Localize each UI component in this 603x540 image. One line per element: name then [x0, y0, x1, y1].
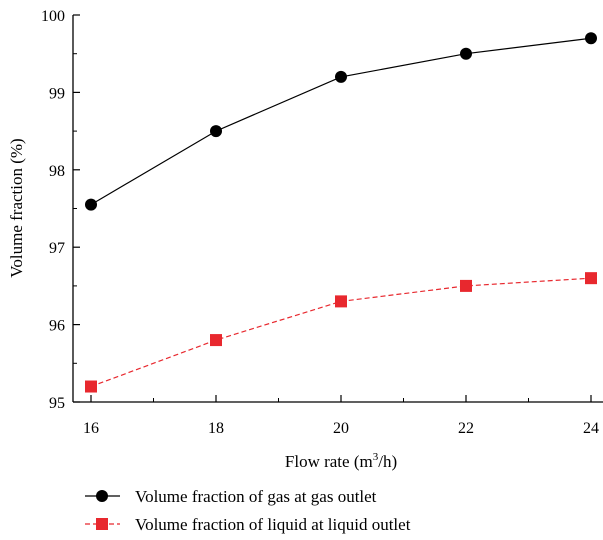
legend-item-gas: Volume fraction of gas at gas outlet: [85, 487, 377, 506]
x-tick-label: 20: [333, 420, 349, 437]
data-point-1: [460, 279, 472, 292]
data-point-0: [210, 125, 222, 138]
y-ticks: 95 96 97 98 99 100: [41, 8, 80, 412]
legend-item-liquid: Volume fraction of liquid at liquid outl…: [85, 515, 411, 534]
x-tick-label: 22: [458, 420, 474, 437]
y-tick-label: 95: [49, 395, 65, 412]
data-point-0: [460, 47, 472, 60]
y-axis-label: Volume fraction (%): [7, 138, 26, 277]
data-point-0: [85, 198, 97, 211]
data-point-0: [335, 70, 347, 83]
x-tick-label: 18: [208, 420, 224, 437]
legend-marker-gas: [96, 490, 108, 502]
legend-label-gas: Volume fraction of gas at gas outlet: [135, 487, 377, 506]
y-tick-label: 97: [49, 240, 65, 257]
legend: Volume fraction of gas at gas outlet Vol…: [85, 487, 411, 534]
data-point-1: [335, 295, 347, 308]
x-axis-label-tail: /h): [378, 452, 397, 471]
y-tick-label: 98: [49, 163, 65, 180]
x-axis-label-superscript: 3: [373, 451, 379, 463]
legend-marker-liquid: [96, 518, 108, 530]
data-point-1: [585, 272, 597, 285]
y-tick-label: 100: [41, 8, 65, 25]
series-line-0: [90, 37, 592, 206]
x-axis-label: Flow rate (m3/h): [285, 451, 397, 471]
x-ticks: 16 18 20 22 24: [83, 395, 599, 437]
data-point-1: [85, 380, 97, 393]
x-axis-label-main: Flow rate (m: [285, 452, 373, 471]
y-tick-label: 96: [49, 318, 65, 335]
y-tick-label: 99: [49, 85, 65, 102]
series-line-1: [90, 277, 592, 388]
series-layer: [85, 32, 597, 393]
legend-label-liquid: Volume fraction of liquid at liquid outl…: [135, 515, 411, 534]
data-point-1: [210, 334, 222, 347]
data-point-0: [585, 32, 597, 45]
x-tick-label: 16: [83, 420, 99, 437]
x-tick-label: 24: [583, 420, 599, 437]
